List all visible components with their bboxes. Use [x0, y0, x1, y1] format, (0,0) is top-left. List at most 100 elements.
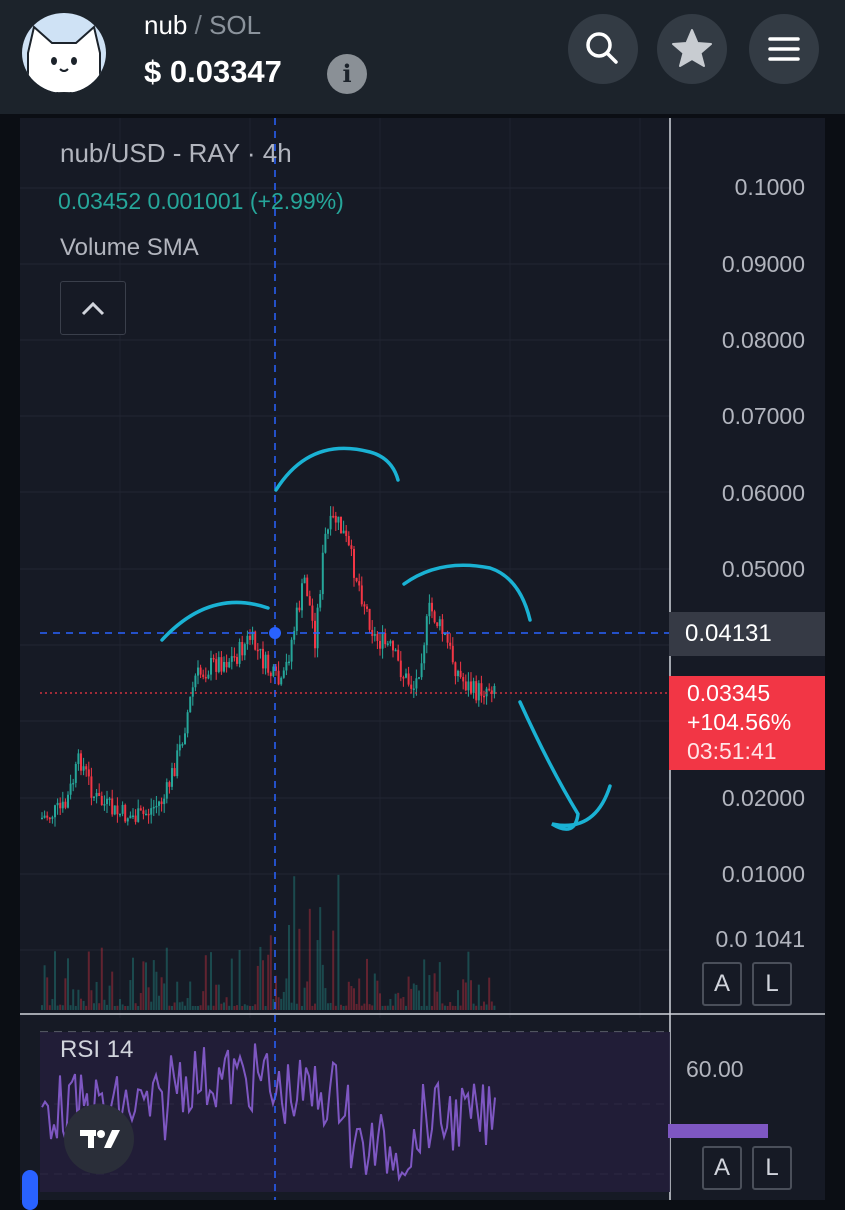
volume-bar: [61, 1005, 64, 1010]
volume-bar: [353, 988, 355, 1010]
volume-bar: [415, 984, 418, 1010]
volume-bar: [223, 1002, 225, 1010]
candle-body: [371, 629, 374, 636]
candle-body: [64, 801, 67, 808]
volume-bar: [142, 961, 145, 1010]
volume-bar: [124, 1006, 127, 1010]
volume-bar: [82, 1000, 85, 1010]
volume-bar: [119, 999, 121, 1010]
candle-body: [160, 801, 163, 805]
candle-body: [165, 782, 168, 799]
price-change-percent: +104.56%: [687, 709, 792, 735]
candle-body: [462, 677, 465, 682]
volume-bar: [308, 908, 311, 1010]
auto-scale-button[interactable]: A: [702, 962, 742, 1006]
candle-body: [337, 516, 340, 523]
candle-body: [197, 667, 199, 676]
chart-title: nub/USD - RAY · 4h: [60, 138, 292, 168]
scroll-handle[interactable]: [22, 1170, 38, 1210]
chart-panel[interactable]: nub/USD - RAY · 4h 0.03452 0.001001 (+2.…: [20, 118, 825, 1200]
volume-bar: [319, 907, 322, 1010]
volume-bar: [329, 1002, 332, 1010]
annotation-down-arrow: [518, 700, 612, 831]
menu-button[interactable]: [749, 14, 819, 84]
volume-bar: [243, 1004, 246, 1010]
candle-body: [212, 657, 215, 660]
volume-bar: [59, 1004, 62, 1010]
candle-body: [142, 810, 145, 814]
candle-body: [475, 681, 478, 701]
candle-body: [171, 768, 173, 787]
volume-bar: [472, 1003, 475, 1010]
candle-body: [428, 602, 431, 617]
volume-bar: [477, 984, 480, 1010]
volume-bar: [345, 1005, 348, 1010]
volume-bar: [215, 984, 218, 1010]
candle-body: [264, 654, 267, 669]
volume-bar: [337, 874, 340, 1010]
candle-body: [243, 644, 246, 656]
candle-body: [275, 666, 277, 671]
log-scale-button[interactable]: L: [752, 962, 792, 1006]
volume-bar: [173, 1002, 176, 1010]
collapse-legend-button[interactable]: [60, 281, 126, 335]
pair-separator: /: [194, 10, 202, 40]
candle-body: [262, 648, 264, 669]
top-bar: nub / SOL $ 0.03347 i: [0, 0, 845, 114]
candle-body: [311, 605, 314, 621]
volume-bar: [147, 987, 150, 1010]
candle-body: [210, 657, 212, 675]
price-chart-canvas[interactable]: [20, 118, 825, 1200]
volume-bar: [350, 985, 353, 1010]
crosshair-dot: [269, 627, 281, 639]
volume-bar: [360, 1005, 363, 1010]
price-axis-label: 0.1000: [734, 174, 805, 200]
volume-bar: [145, 962, 147, 1010]
candle-body: [441, 619, 444, 634]
candle-body: [379, 640, 381, 649]
candle-body: [308, 596, 311, 606]
tradingview-logo[interactable]: [64, 1104, 134, 1174]
rsi-line: [41, 1043, 496, 1182]
candle-body: [363, 604, 366, 607]
rsi-auto-scale-button[interactable]: A: [702, 1146, 742, 1190]
volume-bar: [204, 955, 207, 1010]
info-icon[interactable]: i: [327, 54, 367, 94]
candle-body: [48, 817, 51, 820]
volume-bar: [262, 960, 264, 1010]
candle-body: [230, 656, 233, 662]
candle-body: [345, 530, 348, 536]
volume-bar: [90, 990, 93, 1010]
volume-bar: [488, 977, 491, 1010]
volume-bar: [412, 983, 415, 1010]
candle-body: [415, 678, 418, 689]
candle-body: [488, 688, 491, 691]
candle-body: [176, 750, 179, 777]
volume-bar: [267, 954, 270, 1010]
candle-body: [254, 631, 257, 650]
candle-body: [145, 813, 147, 816]
volume-bar: [275, 975, 277, 1010]
volume-bar: [420, 1005, 423, 1010]
volume-bar: [264, 1005, 267, 1010]
volume-bar: [282, 991, 285, 1010]
volume-bar: [368, 1004, 371, 1010]
favorite-button[interactable]: [657, 14, 727, 84]
candle-body: [467, 681, 470, 691]
volume-bar: [363, 1003, 366, 1010]
candle-body: [155, 805, 158, 808]
candle-body: [334, 515, 337, 523]
candle-body: [150, 808, 153, 815]
volume-bar: [189, 981, 192, 1010]
volume-bar: [483, 1001, 485, 1010]
volume-bar: [69, 1005, 72, 1010]
candle-body: [152, 806, 155, 809]
candle-body: [74, 763, 77, 783]
volume-bar: [438, 962, 441, 1010]
search-button[interactable]: [568, 14, 638, 84]
candle-body: [228, 661, 231, 668]
volume-bar: [389, 999, 392, 1010]
candle-body: [186, 712, 189, 734]
search-icon: [586, 32, 618, 64]
rsi-log-scale-button[interactable]: L: [752, 1146, 792, 1190]
